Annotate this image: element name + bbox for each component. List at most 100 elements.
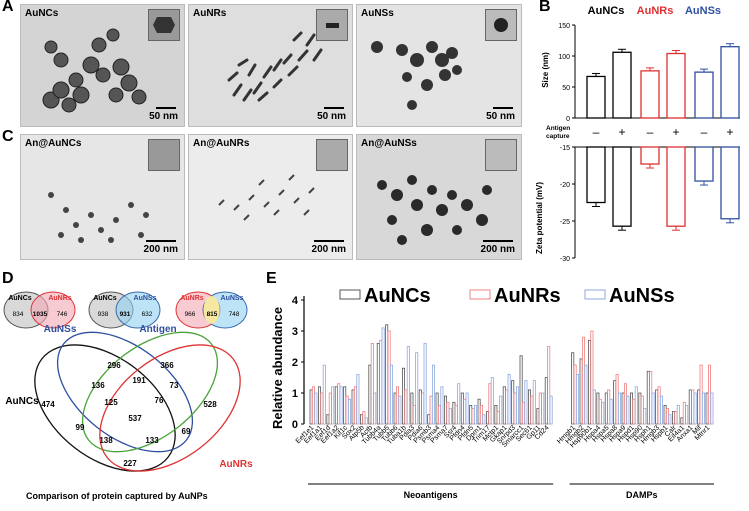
panel-label-e: E: [266, 270, 277, 287]
e-bar: [479, 405, 483, 425]
e-bar: [590, 330, 594, 425]
venn-label: AuNRs: [48, 295, 71, 302]
e-bar: [688, 389, 692, 425]
e-bar: [318, 386, 322, 425]
e-bar: [663, 405, 667, 425]
venn-label: AuNSs: [134, 295, 157, 302]
tem-image-aunr: AuNRs 50 nm: [188, 4, 353, 127]
venn4-value: 227: [123, 459, 137, 468]
e-bar: [607, 389, 611, 425]
e-bar: [623, 383, 627, 425]
nanorod-particles: [218, 174, 315, 221]
zeta-bar: [612, 146, 632, 227]
e-bar: [421, 392, 425, 425]
e-bar: [379, 339, 383, 425]
e-bar: [693, 392, 697, 425]
e-bar: [477, 398, 481, 425]
legend-swatch: [469, 289, 491, 300]
e-bar: [337, 383, 341, 425]
e-ylabel: Relative abundance: [270, 307, 285, 429]
e-bar: [368, 364, 372, 425]
venn4-ncs: [34, 344, 176, 472]
header-auns: AuNSs: [685, 5, 721, 17]
size-bar: [640, 70, 660, 119]
e-tick-label: 4: [292, 295, 299, 307]
e-bar: [343, 386, 347, 425]
e-bar: [482, 414, 486, 425]
scale-text: 50 nm: [149, 111, 178, 122]
venn4-value: 528: [203, 400, 217, 409]
e-bar: [473, 405, 477, 425]
venn4-antigen: [81, 331, 219, 453]
panel-b-chart: AuNCs AuNRs AuNSs Size (nm) Zeta potenti…: [535, 5, 740, 263]
e-bar: [655, 389, 659, 425]
e-bar: [697, 389, 701, 425]
venn-label: AuNRs: [180, 295, 203, 302]
e-bar: [412, 405, 416, 425]
e-bar: [465, 392, 469, 425]
e-bar: [643, 408, 647, 425]
e-bar: [364, 417, 368, 425]
e-bar: [381, 327, 385, 425]
zeta-bar: [666, 146, 686, 227]
inset-image: [485, 139, 517, 171]
e-bar: [598, 398, 602, 425]
e-bar: [640, 395, 644, 425]
size-bar: [666, 52, 686, 119]
image-label: An@AuNRs: [193, 138, 250, 149]
e-bar: [395, 386, 399, 425]
image-label: An@AuNCs: [25, 138, 82, 149]
e-bar: [448, 408, 452, 425]
size-tick-label: 0: [566, 116, 570, 123]
e-bar: [544, 377, 548, 425]
e-bar: [665, 408, 669, 425]
tem-image-an-auns: An@AuNSs 200 nm: [356, 134, 522, 260]
venn-overlap: [203, 296, 220, 324]
e-bar: [638, 392, 642, 425]
e-bar: [682, 401, 686, 425]
zeta-bar: [640, 146, 660, 165]
size-tick-label: 150: [558, 23, 570, 30]
venn4-value: 138: [99, 436, 113, 445]
venn-value: 632: [142, 311, 153, 318]
image-label: AuNCs: [25, 8, 59, 19]
e-bar: [460, 392, 464, 425]
capture-label: capture: [546, 133, 570, 140]
e-bar: [431, 364, 435, 425]
e-tick-label: 1: [292, 388, 298, 400]
e-bar: [541, 392, 545, 425]
zeta-ylabel: Zeta potential (mV): [535, 182, 544, 254]
legend-swatch: [339, 289, 361, 300]
scale-text: 200 nm: [480, 244, 515, 255]
e-bar: [469, 405, 473, 425]
venn-caption: Comparison of protein captured by AuNPs: [26, 491, 208, 501]
nanostar-particles: [371, 41, 462, 110]
e-bar: [596, 392, 600, 425]
e-tick-label: 2: [292, 357, 298, 369]
e-bar: [312, 386, 316, 425]
e-bar: [615, 374, 619, 425]
venn4-value: 69: [182, 427, 191, 436]
e-bar: [651, 392, 655, 425]
size-bar: [586, 75, 606, 119]
inset-image: [148, 139, 180, 171]
e-bar: [511, 380, 515, 425]
venn-value: 966: [185, 311, 196, 318]
venn-circle: [30, 291, 76, 329]
group-label-damp: DAMPs: [626, 490, 658, 500]
e-bar: [499, 395, 503, 425]
e-bar: [457, 383, 461, 425]
e-bar: [592, 389, 596, 425]
e-bar: [710, 392, 714, 425]
inset-image: [148, 9, 180, 41]
venn4-value: 133: [145, 436, 159, 445]
zeta-tick-label: -30: [560, 256, 570, 263]
e-bar: [354, 386, 358, 425]
e-bar: [387, 330, 391, 425]
tem-image-aunc: AuNCs 50 nm: [20, 4, 185, 127]
nanocube-particles: [48, 192, 149, 243]
e-bar: [581, 336, 585, 425]
legend-label: AuNRs: [494, 285, 561, 307]
image-label: AuNRs: [193, 8, 227, 19]
e-bar: [404, 389, 408, 425]
